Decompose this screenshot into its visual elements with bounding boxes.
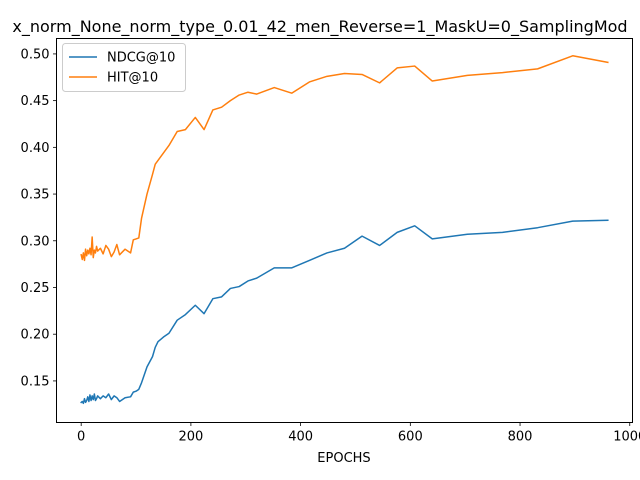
y-tick-label: 0.30	[21, 234, 50, 249]
series-line-hit-10	[80, 55, 609, 262]
x-tick-label: 600	[398, 430, 423, 445]
legend-box	[62, 43, 186, 92]
y-tick-label: 0.45	[21, 94, 50, 109]
legend-label: NDCG@10	[107, 51, 175, 66]
y-axis: 0.15 0.20 0.25 0.30 0.35 0.40 0.45 0.50	[21, 47, 57, 389]
x-axis-label: EPOCHS	[317, 451, 370, 466]
x-tick-label: 400	[288, 430, 313, 445]
chart-title: x_norm_None_norm_type_0.01_42_men_Revers…	[12, 17, 627, 37]
y-tick-label: 0.50	[21, 47, 50, 62]
y-tick-label: 0.35	[21, 188, 50, 203]
y-tick-label: 0.15	[21, 374, 50, 389]
series-line-ndcg-10	[80, 219, 609, 405]
plot-frame	[56, 38, 633, 423]
series-lines	[80, 55, 609, 405]
x-tick-label: 800	[508, 430, 533, 445]
x-tick-label: 200	[178, 430, 203, 445]
legend-label: HIT@10	[107, 71, 158, 86]
y-tick-label: 0.20	[21, 328, 50, 343]
x-tick-label: 0	[77, 430, 85, 445]
y-tick-label: 0.25	[21, 281, 50, 296]
y-tick-label: 0.40	[21, 141, 50, 156]
legend: NDCG@10 HIT@10	[62, 43, 186, 92]
